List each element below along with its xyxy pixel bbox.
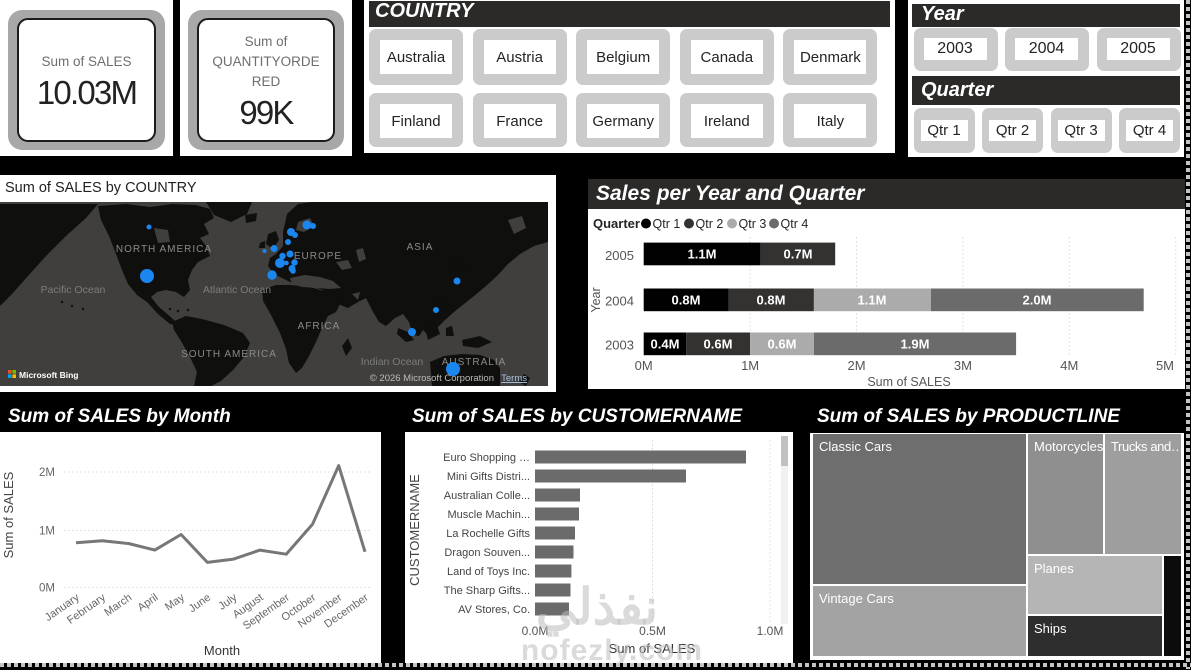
svg-text:Quarter: Quarter bbox=[593, 216, 640, 231]
svg-text:0.4M: 0.4M bbox=[651, 337, 680, 352]
svg-text:SOUTH AMERICA: SOUTH AMERICA bbox=[181, 349, 277, 360]
svg-text:1.1M: 1.1M bbox=[858, 293, 887, 308]
svg-text:Land of Toys Inc.: Land of Toys Inc. bbox=[447, 566, 530, 578]
svg-text:March: March bbox=[102, 592, 134, 619]
svg-text:0.6M: 0.6M bbox=[768, 337, 797, 352]
svg-text:Qtr 3: Qtr 3 bbox=[739, 217, 767, 231]
svg-text:AV Stores, Co.: AV Stores, Co. bbox=[458, 604, 530, 616]
svg-text:The Sharp Gifts...: The Sharp Gifts... bbox=[444, 585, 530, 597]
svg-text:4M: 4M bbox=[1060, 358, 1078, 373]
svg-text:1M: 1M bbox=[741, 358, 759, 373]
svg-text:Atlantic Ocean: Atlantic Ocean bbox=[203, 284, 271, 296]
svg-text:June: June bbox=[187, 592, 213, 616]
svg-text:Pacific Ocean: Pacific Ocean bbox=[41, 284, 106, 296]
svg-text:Month: Month bbox=[204, 643, 240, 658]
svg-text:Qtr 4: Qtr 4 bbox=[781, 217, 809, 231]
svg-text:0.7M: 0.7M bbox=[784, 247, 813, 262]
svg-text:1.0M: 1.0M bbox=[757, 624, 784, 638]
svg-text:April: April bbox=[136, 592, 161, 614]
svg-text:AFRICA: AFRICA bbox=[298, 321, 341, 332]
svg-text:0.0M: 0.0M bbox=[522, 624, 549, 638]
svg-text:Microsoft Bing: Microsoft Bing bbox=[19, 370, 79, 380]
svg-text:© 2026 Microsoft Corporation: © 2026 Microsoft Corporation bbox=[370, 373, 494, 384]
svg-text:Sum of SALES: Sum of SALES bbox=[1, 471, 16, 558]
svg-text:0.6M: 0.6M bbox=[704, 337, 733, 352]
svg-text:ASIA: ASIA bbox=[407, 242, 434, 253]
svg-text:NORTH AMERICA: NORTH AMERICA bbox=[116, 244, 212, 255]
svg-text:La Rochelle Gifts: La Rochelle Gifts bbox=[446, 528, 530, 540]
svg-text:0.8M: 0.8M bbox=[672, 293, 701, 308]
svg-text:Dragon Souven...: Dragon Souven... bbox=[444, 547, 530, 559]
svg-text:Terms: Terms bbox=[501, 373, 527, 384]
svg-text:1.9M: 1.9M bbox=[901, 337, 930, 352]
svg-text:Qtr 2: Qtr 2 bbox=[696, 217, 724, 231]
svg-text:AUSTRALIA: AUSTRALIA bbox=[442, 357, 507, 368]
svg-text:2003: 2003 bbox=[605, 338, 634, 353]
svg-text:Sum of SALES: Sum of SALES bbox=[867, 375, 950, 389]
svg-text:0M: 0M bbox=[635, 358, 653, 373]
svg-text:EUROPE: EUROPE bbox=[294, 251, 342, 262]
svg-text:2005: 2005 bbox=[605, 248, 634, 263]
svg-text:Year: Year bbox=[589, 287, 603, 312]
svg-text:5M: 5M bbox=[1156, 358, 1174, 373]
svg-text:2.0M: 2.0M bbox=[1023, 293, 1052, 308]
svg-text:0M: 0M bbox=[39, 583, 55, 595]
svg-text:3M: 3M bbox=[954, 358, 972, 373]
svg-text:2M: 2M bbox=[847, 358, 865, 373]
svg-text:2M: 2M bbox=[39, 467, 55, 479]
svg-text:0.5M: 0.5M bbox=[639, 624, 666, 638]
svg-text:May: May bbox=[163, 591, 187, 613]
svg-text:Indian Ocean: Indian Ocean bbox=[361, 356, 424, 368]
svg-text:Qtr 1: Qtr 1 bbox=[653, 217, 681, 231]
svg-text:Euro Shopping …: Euro Shopping … bbox=[443, 452, 530, 464]
svg-text:Australian Colle...: Australian Colle... bbox=[444, 490, 530, 502]
svg-text:Muscle Machin...: Muscle Machin... bbox=[447, 509, 530, 521]
svg-text:CUSTOMERNAME: CUSTOMERNAME bbox=[407, 474, 422, 586]
svg-text:Sum of SALES: Sum of SALES bbox=[609, 641, 696, 656]
svg-text:2004: 2004 bbox=[605, 293, 634, 308]
svg-text:1M: 1M bbox=[39, 526, 55, 538]
svg-text:1.1M: 1.1M bbox=[688, 247, 717, 262]
svg-text:0.8M: 0.8M bbox=[757, 293, 786, 308]
svg-text:Mini Gifts Distri...: Mini Gifts Distri... bbox=[447, 471, 530, 483]
